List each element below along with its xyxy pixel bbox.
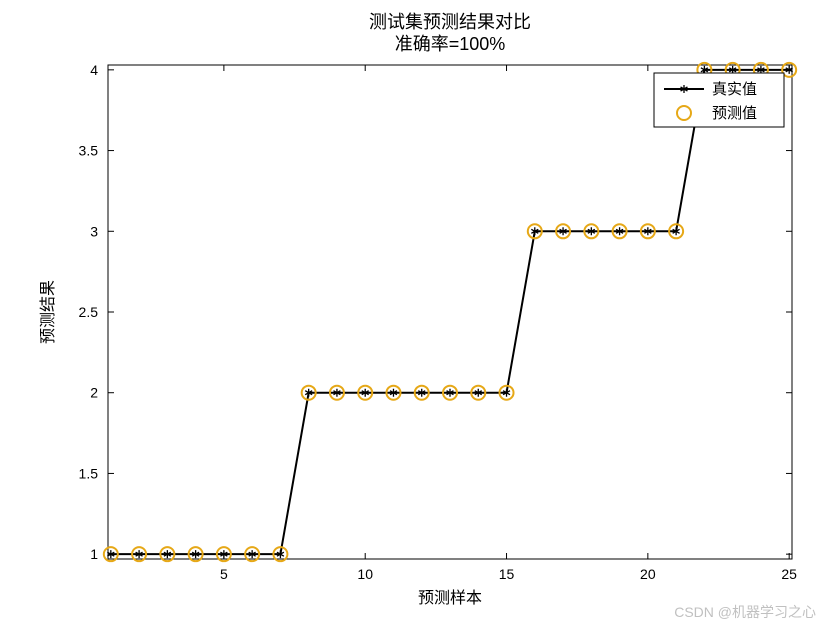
svg-text:3: 3 [90, 223, 98, 239]
chart-title-line2: 准确率=100% [395, 34, 506, 54]
svg-text:3.5: 3.5 [79, 143, 99, 159]
svg-text:5: 5 [220, 566, 228, 582]
chart-title-line1: 测试集预测结果对比 [369, 12, 531, 32]
svg-text:2: 2 [90, 385, 98, 401]
svg-text:1.5: 1.5 [79, 465, 99, 481]
svg-text:10: 10 [357, 566, 373, 582]
svg-text:15: 15 [499, 566, 515, 582]
svg-text:4: 4 [90, 62, 98, 78]
svg-text:25: 25 [781, 566, 797, 582]
chart-container: 5 10 15 20 25 1 1.5 2 2.5 3 3.5 4 预测样本 预测结果 测试集预测结果对比准… [0, 0, 840, 630]
y-axis-label: 预测结果 [39, 280, 57, 344]
prediction-chart: 5 10 15 20 25 1 1.5 2 2.5 3 3.5 4 预测样本 预测结果 测试集预测结果对比准… [0, 0, 840, 630]
svg-text:真实值: 真实值 [712, 80, 757, 98]
svg-text:预测值: 预测值 [712, 105, 757, 122]
svg-text:1: 1 [90, 546, 98, 562]
x-axis-label: 预测样本 [418, 589, 482, 607]
svg-text:20: 20 [640, 566, 656, 582]
svg-text:2.5: 2.5 [79, 304, 99, 320]
